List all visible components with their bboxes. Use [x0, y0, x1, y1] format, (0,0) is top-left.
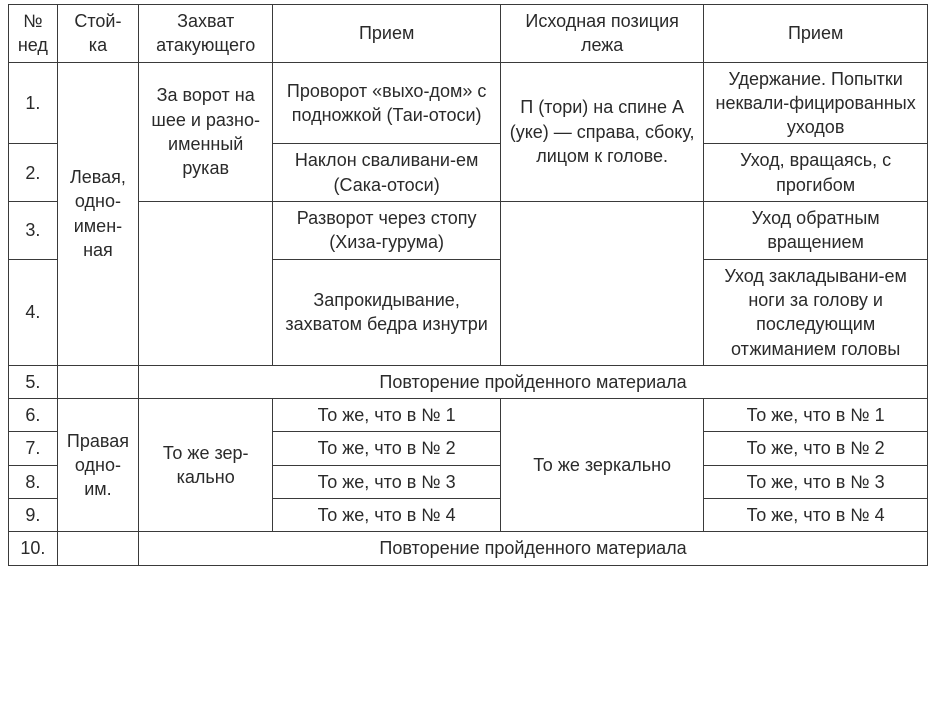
cell-pos: П (тори) на спине А (уке) — справа, сбок…	[500, 62, 703, 201]
cell-priem2: То же, что в № 2	[704, 432, 928, 465]
cell-priem1: Наклон сваливани-ем (Сака-отоси)	[273, 144, 501, 202]
col-header-priem2: Прием	[704, 5, 928, 63]
cell-num: 8.	[9, 465, 58, 498]
cell-priem2: Уход, вращаясь, с прогибом	[704, 144, 928, 202]
cell-stance: Левая, одно-имен-ная	[57, 62, 138, 365]
table-row: 1. Левая, одно-имен-ная За ворот на шее …	[9, 62, 928, 144]
cell-pos: То же зеркально	[500, 399, 703, 532]
cell-stance	[57, 532, 138, 565]
col-header-grip: Захват атакующего	[139, 5, 273, 63]
cell-priem1: Проворот «выхо-дом» с подножкой (Таи-ото…	[273, 62, 501, 144]
cell-priem1: То же, что в № 4	[273, 499, 501, 532]
col-header-pos: Исходная позиция лежа	[500, 5, 703, 63]
cell-stance	[57, 365, 138, 398]
col-header-stance: Стой- ка	[57, 5, 138, 63]
cell-priem2: То же, что в № 3	[704, 465, 928, 498]
cell-num: 3.	[9, 202, 58, 260]
cell-grip: То же зер-кально	[139, 399, 273, 532]
cell-num: 5.	[9, 365, 58, 398]
cell-priem2: То же, что в № 1	[704, 399, 928, 432]
cell-priem1: То же, что в № 1	[273, 399, 501, 432]
cell-priem2: Удержание. Попытки неквали-фицированных …	[704, 62, 928, 144]
cell-priem1: То же, что в № 2	[273, 432, 501, 465]
cell-priem1: Запрокидывание, захватом бедра изнутри	[273, 259, 501, 365]
cell-grip	[139, 202, 273, 366]
cell-review: Повторение пройденного материала	[139, 532, 928, 565]
cell-num: 4.	[9, 259, 58, 365]
table-row: 5. Повторение пройденного материала	[9, 365, 928, 398]
table-row: 6. Правая одно-им. То же зер-кально То ж…	[9, 399, 928, 432]
cell-num: 1.	[9, 62, 58, 144]
cell-priem1: То же, что в № 3	[273, 465, 501, 498]
table-row: 10. Повторение пройденного материала	[9, 532, 928, 565]
cell-grip: За ворот на шее и разно-именный рукав	[139, 62, 273, 201]
cell-num: 9.	[9, 499, 58, 532]
header-row: № нед Стой- ка Захват атакующего Прием И…	[9, 5, 928, 63]
cell-num: 6.	[9, 399, 58, 432]
cell-priem2: Уход обратным вращением	[704, 202, 928, 260]
cell-num: 2.	[9, 144, 58, 202]
cell-pos	[500, 202, 703, 366]
cell-stance: Правая одно-им.	[57, 399, 138, 532]
table-row: 3. Разворот через стопу (Хиза-гурума) Ух…	[9, 202, 928, 260]
cell-priem2: Уход закладывани-ем ноги за голову и пос…	[704, 259, 928, 365]
cell-num: 10.	[9, 532, 58, 565]
training-table: № нед Стой- ка Захват атакующего Прием И…	[8, 4, 928, 566]
col-header-num: № нед	[9, 5, 58, 63]
cell-review: Повторение пройденного материала	[139, 365, 928, 398]
col-header-priem1: Прием	[273, 5, 501, 63]
cell-priem1: Разворот через стопу (Хиза-гурума)	[273, 202, 501, 260]
cell-num: 7.	[9, 432, 58, 465]
cell-priem2: То же, что в № 4	[704, 499, 928, 532]
